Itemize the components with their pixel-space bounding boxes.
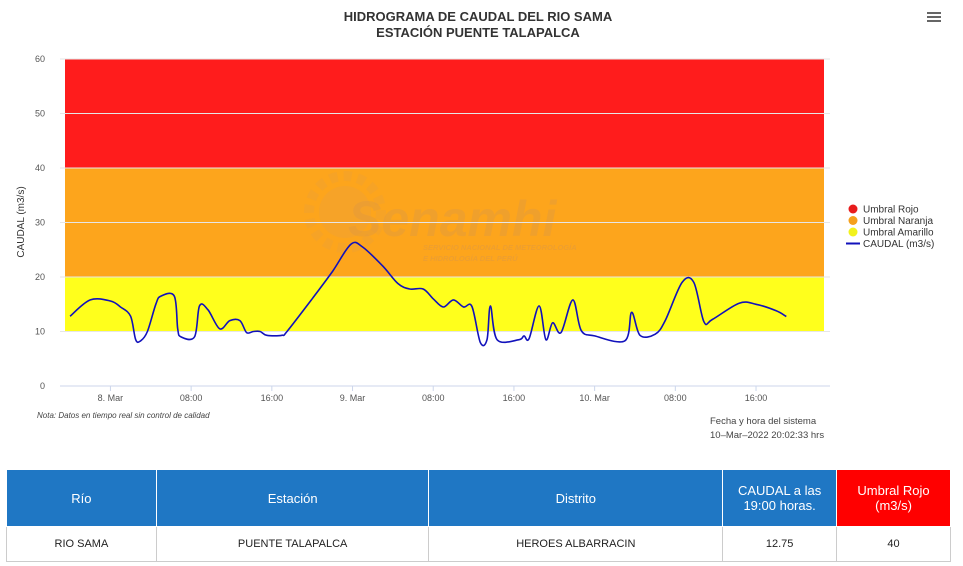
x-tick-label: 9. Mar: [340, 393, 366, 403]
hamburger-icon-bar: [927, 12, 941, 14]
header-estacion: Estación: [155, 469, 430, 527]
x-tick-label: 16:00: [745, 393, 768, 403]
legend-label: CAUDAL (m3/s): [863, 239, 934, 250]
series-layer: [69, 241, 787, 347]
legend-label: Umbral Naranja: [863, 216, 933, 227]
chart-subtitle: ESTACIÓN PUENTE TALAPALCA: [376, 25, 580, 40]
sun-logo-icon: [304, 171, 386, 253]
system-time-value: 10–Mar–2022 20:02:33 hrs: [710, 430, 824, 441]
y-tick-label: 20: [35, 272, 45, 282]
series-line-caudal: [69, 241, 787, 347]
senamhi-watermark: Senamhi SERVICIO NACIONAL DE METEOROLOGÍ…: [304, 171, 577, 263]
x-tick-label: 16:00: [503, 393, 526, 403]
chart-title: HIDROGRAMA DE CAUDAL DEL RIO SAMA: [344, 9, 613, 24]
x-tick-label: 08:00: [664, 393, 687, 403]
y-tick-label: 10: [35, 327, 45, 337]
watermark-line2: E HIDROLOGÍA DEL PERÚ: [423, 254, 518, 263]
cell-umbral-rojo: 40: [836, 526, 951, 562]
system-time-label: Fecha y hora del sistema: [710, 416, 817, 427]
legend-dot-icon: [848, 204, 858, 214]
legend-dot-icon: [848, 227, 858, 237]
y-tick-label: 40: [35, 163, 45, 173]
y-tick-label: 30: [35, 218, 45, 228]
header-distrito: Distrito: [428, 469, 724, 527]
legend-item: Umbral Rojo: [848, 204, 919, 216]
table-row: RIO SAMA PUENTE TALAPALCA HEROES ALBARRA…: [6, 526, 951, 562]
legend-item: Umbral Naranja: [848, 216, 933, 227]
y-tick-label: 60: [35, 54, 45, 64]
header-rio: Río: [6, 469, 157, 527]
legend-label: Umbral Amarillo: [863, 228, 934, 239]
cell-estacion: PUENTE TALAPALCA: [155, 526, 430, 562]
table-header-row: Río Estación Distrito CAUDAL a las 19:00…: [6, 469, 951, 527]
x-tick-label: 8. Mar: [98, 393, 124, 403]
station-table: Río Estación Distrito CAUDAL a las 19:00…: [6, 469, 951, 562]
y-axis-title: CAUDAL (m3/s): [16, 186, 27, 257]
legend-item: CAUDAL (m3/s): [846, 239, 934, 250]
x-tick-label: 08:00: [422, 393, 445, 403]
watermark-line1: SERVICIO NACIONAL DE METEOROLOGÍA: [423, 243, 577, 252]
x-tick-label: 16:00: [261, 393, 284, 403]
watermark-brand: Senamhi: [348, 191, 558, 247]
legend-label: Umbral Rojo: [863, 205, 919, 216]
chart-menu-button[interactable]: [927, 12, 941, 26]
y-tick-label: 0: [40, 381, 45, 391]
hamburger-icon-bar: [927, 16, 941, 18]
hamburger-icon-bar: [927, 20, 941, 22]
header-caudal: CAUDAL a las 19:00 horas.: [722, 469, 838, 527]
band-umbral-amarillo: [65, 277, 824, 332]
legend-item: Umbral Amarillo: [848, 227, 934, 239]
x-axis: 8. Mar 08:00 16:00 9. Mar 08:00 16:00 10. Mar 0…: [98, 386, 768, 403]
legend-dot-icon: [848, 216, 858, 225]
header-umbral-rojo: Umbral Rojo (m3/s): [836, 469, 951, 527]
y-tick-label: 50: [35, 109, 45, 119]
x-tick-label: 10. Mar: [579, 393, 610, 403]
cell-rio: RIO SAMA: [6, 526, 157, 562]
hydrograph-chart: HIDROGRAMA DE CAUDAL DEL RIO SAMA ESTACI…: [16, 9, 934, 441]
cell-distrito: HEROES ALBARRACIN: [428, 526, 724, 562]
quality-note: Nota: Datos en tiempo real sin control d…: [37, 411, 210, 420]
x-tick-label: 08:00: [180, 393, 203, 403]
cell-caudal: 12.75: [722, 526, 838, 562]
